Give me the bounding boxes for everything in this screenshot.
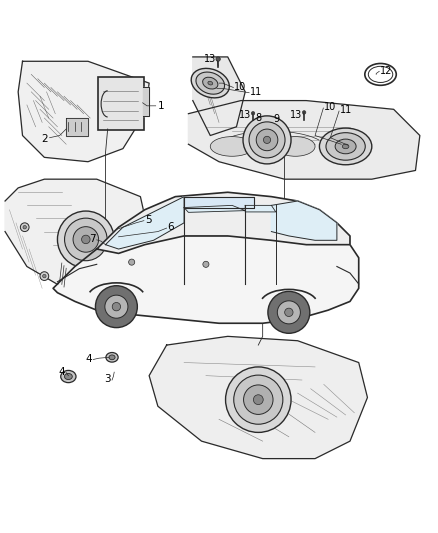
Polygon shape xyxy=(245,205,276,212)
Text: 4: 4 xyxy=(86,354,92,364)
Circle shape xyxy=(64,218,107,261)
Ellipse shape xyxy=(64,374,72,379)
Text: 13: 13 xyxy=(290,110,302,119)
Circle shape xyxy=(256,129,278,151)
Polygon shape xyxy=(53,231,359,323)
Ellipse shape xyxy=(326,133,365,160)
Ellipse shape xyxy=(208,81,213,85)
Polygon shape xyxy=(188,101,420,179)
Circle shape xyxy=(95,286,138,328)
Circle shape xyxy=(57,211,114,268)
Polygon shape xyxy=(184,205,245,212)
Circle shape xyxy=(42,274,46,278)
Circle shape xyxy=(302,111,306,114)
Polygon shape xyxy=(97,192,350,253)
Circle shape xyxy=(234,375,283,424)
Ellipse shape xyxy=(343,144,349,149)
Circle shape xyxy=(263,136,271,143)
Circle shape xyxy=(285,308,293,317)
Ellipse shape xyxy=(106,352,118,362)
Polygon shape xyxy=(66,118,88,135)
Polygon shape xyxy=(18,61,149,161)
Text: 11: 11 xyxy=(339,105,352,115)
Circle shape xyxy=(40,272,49,280)
Text: 10: 10 xyxy=(234,82,246,92)
Circle shape xyxy=(129,259,135,265)
Ellipse shape xyxy=(319,128,372,165)
Ellipse shape xyxy=(335,139,356,154)
Text: 2: 2 xyxy=(41,134,47,143)
Circle shape xyxy=(243,116,291,164)
Polygon shape xyxy=(193,57,245,135)
Text: 6: 6 xyxy=(167,222,174,232)
Circle shape xyxy=(254,395,263,405)
Text: 7: 7 xyxy=(89,234,96,244)
Text: 1: 1 xyxy=(158,101,165,111)
Circle shape xyxy=(249,122,285,158)
Circle shape xyxy=(23,225,26,229)
Ellipse shape xyxy=(109,355,115,360)
Ellipse shape xyxy=(203,77,218,89)
Text: 4: 4 xyxy=(59,367,65,377)
Text: 3: 3 xyxy=(105,374,111,384)
Circle shape xyxy=(251,111,255,115)
Circle shape xyxy=(226,367,291,432)
Circle shape xyxy=(244,385,273,414)
Circle shape xyxy=(20,223,29,231)
Polygon shape xyxy=(106,197,184,249)
Text: 8: 8 xyxy=(256,113,262,123)
Circle shape xyxy=(268,292,310,333)
Polygon shape xyxy=(5,179,149,297)
Text: 13: 13 xyxy=(239,110,251,119)
Ellipse shape xyxy=(191,68,230,98)
Circle shape xyxy=(73,227,99,252)
Text: 10: 10 xyxy=(324,102,336,112)
Circle shape xyxy=(105,295,128,318)
Text: 12: 12 xyxy=(380,66,392,76)
Text: 11: 11 xyxy=(250,87,262,97)
Circle shape xyxy=(216,57,220,61)
Polygon shape xyxy=(184,197,254,207)
Ellipse shape xyxy=(196,72,225,94)
Ellipse shape xyxy=(61,370,76,383)
Ellipse shape xyxy=(210,136,254,156)
Polygon shape xyxy=(143,87,149,116)
Circle shape xyxy=(112,302,120,311)
Circle shape xyxy=(277,301,300,324)
Polygon shape xyxy=(272,201,337,240)
Circle shape xyxy=(117,256,120,260)
FancyBboxPatch shape xyxy=(98,77,144,130)
Polygon shape xyxy=(149,336,367,458)
Circle shape xyxy=(203,261,209,268)
Text: 13: 13 xyxy=(204,54,216,64)
Ellipse shape xyxy=(276,136,315,156)
Text: 5: 5 xyxy=(145,215,152,225)
Circle shape xyxy=(114,253,123,262)
Text: 9: 9 xyxy=(274,114,280,124)
Circle shape xyxy=(81,235,90,244)
